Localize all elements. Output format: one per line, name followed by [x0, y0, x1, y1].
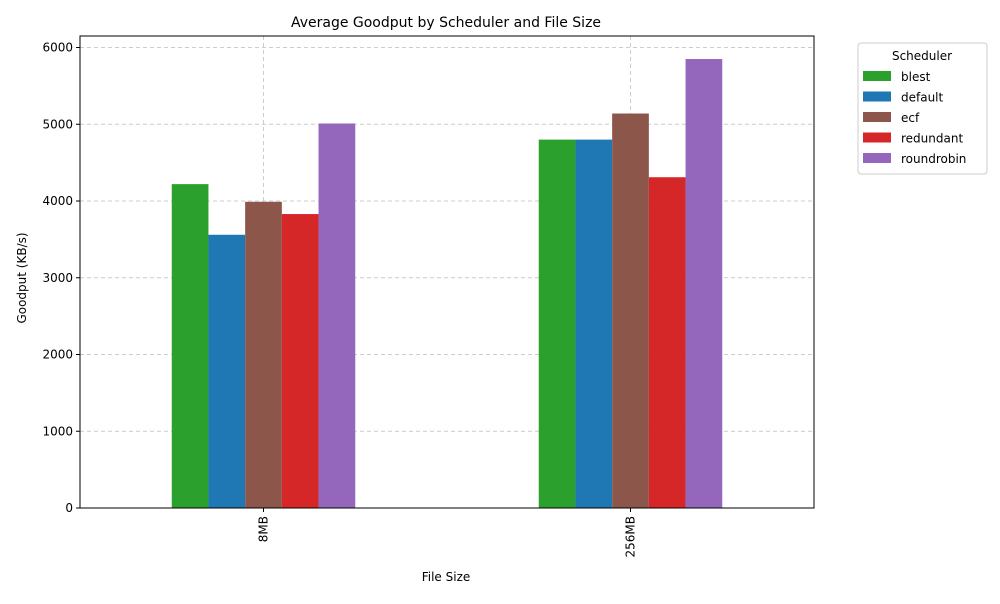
- legend-label-ecf: ecf: [901, 111, 920, 125]
- y-tick-label: 0: [65, 501, 73, 515]
- x-tick-label: 256MB: [624, 516, 638, 558]
- bars: [171, 59, 723, 509]
- legend-swatch-blest: [863, 71, 891, 81]
- bar-redundant-256MB: [648, 177, 686, 509]
- x-axis-label: File Size: [422, 570, 471, 584]
- y-tick-label: 4000: [42, 194, 73, 208]
- bar-blest-8MB: [171, 184, 209, 508]
- plot-area-frame: [79, 35, 815, 509]
- legend-label-redundant: redundant: [901, 132, 963, 146]
- legend-label-roundrobin: roundrobin: [901, 152, 966, 166]
- bar-blest-256MB: [538, 139, 576, 509]
- chart-title: Average Goodput by Scheduler and File Si…: [291, 15, 601, 31]
- y-axis-label: Goodput (KB/s): [15, 232, 29, 323]
- y-tick-label: 3000: [42, 271, 73, 285]
- legend-swatch-default: [863, 91, 891, 102]
- legend: Scheduler blest default ecf redundant roundr…: [857, 42, 988, 175]
- legend-swatch-redundant: [863, 132, 891, 143]
- legend-swatch-roundrobin: [863, 153, 891, 163]
- bar-ecf-256MB: [612, 113, 649, 509]
- y-tick-label: 2000: [42, 348, 73, 362]
- legend-swatch-ecf: [863, 112, 891, 122]
- bar-default-8MB: [208, 234, 246, 509]
- x-tick-label: 8MB: [257, 516, 271, 542]
- bar-ecf-8MB: [245, 201, 282, 508]
- legend-title: Scheduler: [892, 49, 952, 63]
- bar-roundrobin-256MB: [685, 59, 723, 509]
- axis-ticks: 0 1000 2000 3000 4000 5000 6000 8MB 256MB: [42, 41, 637, 558]
- y-tick-label: 1000: [42, 424, 73, 438]
- legend-label-blest: blest: [901, 70, 931, 84]
- bar-redundant-8MB: [281, 214, 319, 508]
- bar-default-256MB: [575, 139, 613, 509]
- y-tick-label: 5000: [42, 117, 73, 131]
- y-tick-label: 6000: [42, 41, 73, 55]
- bar-roundrobin-8MB: [318, 123, 356, 509]
- legend-label-default: default: [901, 91, 944, 105]
